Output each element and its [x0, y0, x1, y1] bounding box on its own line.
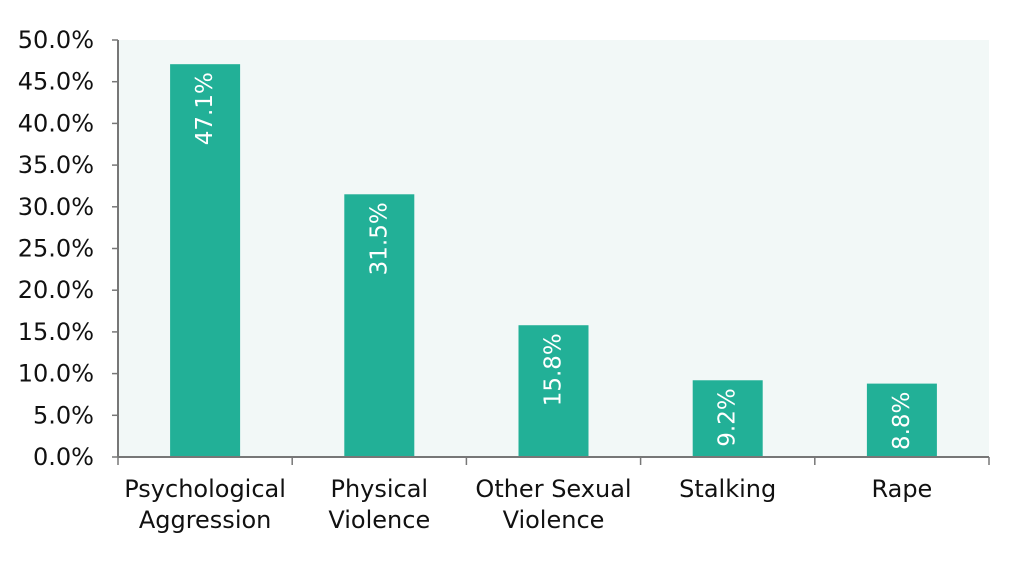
- data-label: 47.1%: [192, 72, 218, 145]
- x-tick-label-line: Rape: [871, 475, 932, 503]
- y-tick-label: 5.0%: [33, 401, 94, 429]
- y-tick-label: 25.0%: [18, 235, 94, 263]
- y-axis: 0.0% 5.0% 10.0% 15.0% 20.0% 25.0% 30.0% 35.0% 40…: [18, 26, 119, 471]
- y-tick-label: 0.0%: [33, 443, 94, 471]
- y-tick-label: 35.0%: [18, 151, 94, 179]
- y-tick-label: 15.0%: [18, 318, 94, 346]
- data-label: 31.5%: [366, 202, 392, 275]
- y-tick-label: 10.0%: [18, 360, 94, 388]
- x-tick-label: Rape: [871, 475, 932, 503]
- data-labels-group: 47.1% 31.5% 15.8% 9.2% 8.8%: [192, 72, 915, 450]
- x-tick-label-line: Physical: [330, 475, 428, 503]
- x-tick-label-line: Stalking: [679, 475, 776, 503]
- data-label: 8.8%: [889, 392, 915, 450]
- x-tick-label: Stalking: [679, 475, 776, 503]
- x-tick-label-line: Violence: [328, 506, 430, 534]
- x-tick-label-line: Violence: [503, 506, 605, 534]
- bar: [344, 194, 415, 458]
- x-tick-label: Physical Violence: [328, 475, 430, 534]
- x-tick-label-line: Psychological: [124, 475, 286, 503]
- y-tick-label: 45.0%: [18, 68, 94, 96]
- y-tick-label: 50.0%: [18, 26, 94, 54]
- bar: [692, 380, 763, 457]
- bar: [170, 64, 241, 457]
- x-tick-label-line: Other Sexual: [475, 475, 631, 503]
- y-tick-label: 20.0%: [18, 276, 94, 304]
- x-tick-label-line: Aggression: [139, 506, 272, 534]
- data-label: 15.8%: [541, 333, 567, 406]
- data-label: 9.2%: [715, 388, 741, 446]
- x-tick-label: Other Sexual Violence: [475, 475, 631, 534]
- y-tick-label: 30.0%: [18, 193, 94, 221]
- x-tick-label: Psychological Aggression: [124, 475, 286, 534]
- y-tick-label: 40.0%: [18, 109, 94, 137]
- bars-group: [170, 64, 937, 458]
- bar: [518, 325, 589, 457]
- bar: [866, 383, 937, 457]
